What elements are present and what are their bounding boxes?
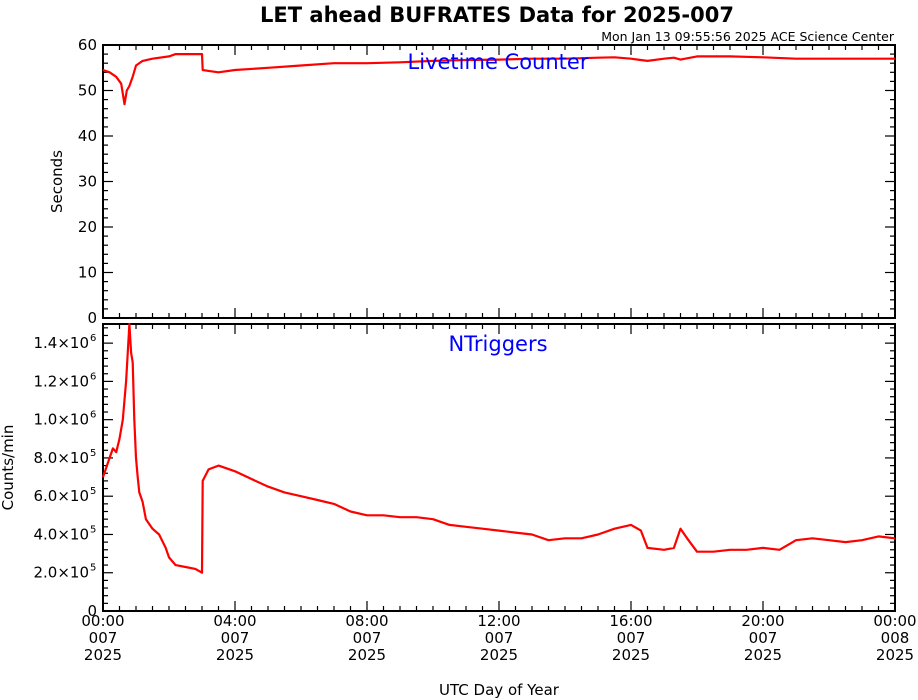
- y-tick-label: 1.4×10: [33, 334, 89, 352]
- x-tick-time: 00:00: [873, 612, 916, 630]
- y-tick-label: 0: [87, 602, 97, 620]
- x-tick-year: 2025: [612, 646, 650, 664]
- y-tick-label: 8.0×10: [33, 449, 89, 467]
- y-tick-label: 50: [78, 82, 97, 100]
- y-tick-exponent: 5: [90, 486, 96, 497]
- x-tick-year: 2025: [744, 646, 782, 664]
- panel-2: 02.0×10 54.0×10 56.0×10 58.0×10 51.0×10 61.2×…: [0, 322, 896, 620]
- panel-label: Livetime Counter: [408, 50, 589, 74]
- y-tick-exponent: 5: [90, 563, 96, 574]
- x-tick-doy: 007: [485, 629, 514, 647]
- chart-title: LET ahead BUFRATES Data for 2025-007: [260, 3, 734, 27]
- y-tick-exponent: 5: [90, 448, 96, 459]
- y-tick-label: 1.2×10: [33, 372, 89, 390]
- y-tick-label: 1.0×10: [33, 411, 89, 429]
- y-tick-label: 60: [78, 36, 97, 54]
- timestamp-label: Mon Jan 13 09:55:56 2025 ACE Science Cen…: [601, 29, 895, 44]
- x-tick-time: 00:00: [81, 612, 124, 630]
- y-tick-label: 2.0×10: [33, 564, 89, 582]
- y-tick-label: 6.0×10: [33, 487, 89, 505]
- x-tick-time: 12:00: [477, 612, 520, 630]
- y-tick-label: 30: [78, 173, 97, 191]
- series-line: [102, 52, 895, 106]
- x-tick-doy: 007: [617, 629, 646, 647]
- y-tick-label: 20: [78, 218, 97, 236]
- x-tick-time: 20:00: [741, 612, 784, 630]
- y-tick-label: 0: [87, 309, 97, 327]
- y-tick-exponent: 5: [90, 524, 96, 535]
- y-axis-label: Seconds: [48, 150, 66, 213]
- x-tick-doy: 007: [221, 629, 250, 647]
- panels: 0 10 20 30 40 50 60 Seconds Livetime Counter 0 2.0…: [0, 36, 917, 664]
- x-tick-time: 04:00: [213, 612, 256, 630]
- plot-frame: [102, 44, 896, 319]
- y-axis-label: Counts/min: [0, 425, 17, 511]
- y-tick-exponent: 6: [90, 371, 96, 382]
- x-tick-time: 08:00: [345, 612, 388, 630]
- x-tick-year: 2025: [876, 646, 914, 664]
- x-tick-doy: 007: [353, 629, 382, 647]
- x-tick-year: 2025: [480, 646, 518, 664]
- y-tick-exponent: 6: [90, 410, 96, 421]
- x-tick-time: 16:00: [609, 612, 652, 630]
- x-tick-year: 2025: [216, 646, 254, 664]
- y-tick-label: 40: [78, 127, 97, 145]
- x-tick-doy: 008: [881, 629, 910, 647]
- y-tick-exponent: 6: [90, 333, 96, 344]
- y-tick-label: 4.0×10: [33, 525, 89, 543]
- x-tick-doy: 007: [89, 629, 118, 647]
- panel-1: 0 10 20 30 40 50 60 Seconds Livetime Counter: [48, 36, 896, 327]
- x-tick-year: 2025: [348, 646, 386, 664]
- x-tick-year: 2025: [84, 646, 122, 664]
- x-tick-doy: 007: [749, 629, 778, 647]
- x-axis-label: UTC Day of Year: [439, 681, 560, 699]
- series-line: [101, 322, 896, 574]
- y-tick-label: 10: [78, 264, 97, 282]
- panel-label: NTriggers: [448, 332, 547, 356]
